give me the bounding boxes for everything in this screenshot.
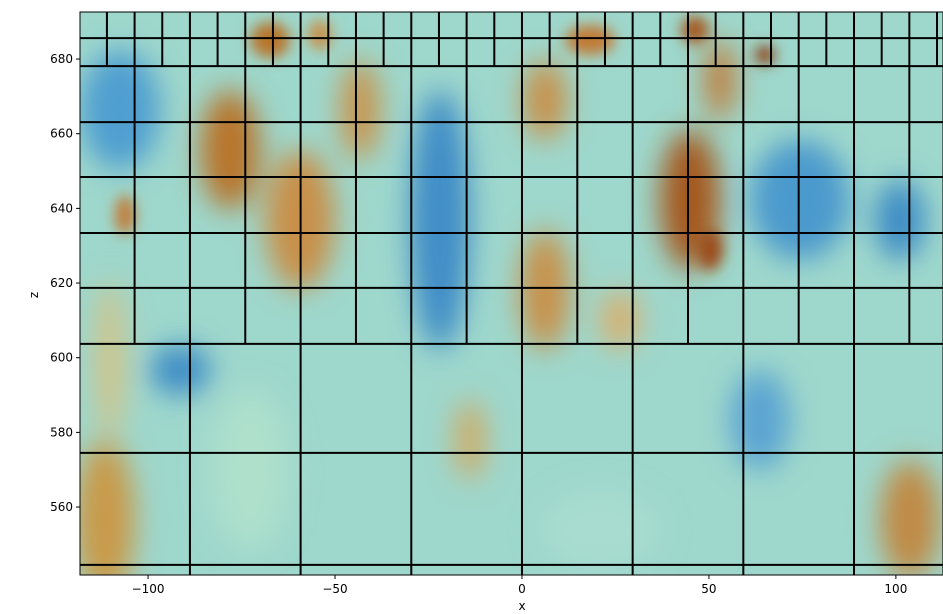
y-tick-label: 680 — [50, 52, 73, 66]
plot-frame — [79, 11, 943, 576]
y-tick-label: 600 — [50, 351, 73, 365]
x-tick-label: 100 — [884, 582, 907, 596]
x-tick-label: −100 — [132, 582, 165, 596]
y-tick-label: 640 — [50, 201, 73, 215]
x-tick-label: 50 — [701, 582, 716, 596]
y-tick-label: 580 — [50, 425, 73, 439]
y-tick-label: 560 — [50, 500, 73, 514]
x-tick-label: −50 — [322, 582, 347, 596]
mesh — [80, 12, 943, 575]
x-axis-label: x — [518, 599, 525, 613]
y-tick-label: 660 — [50, 127, 73, 141]
x-tick-label: 0 — [518, 582, 526, 596]
y-axis-label: z — [27, 292, 41, 298]
y-tick-label: 620 — [50, 276, 73, 290]
field — [80, 12, 943, 575]
